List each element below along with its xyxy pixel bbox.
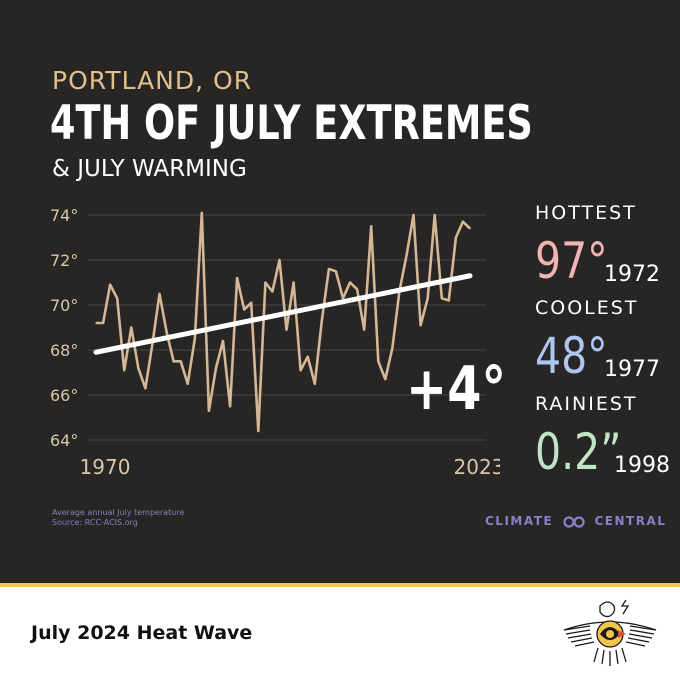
data-point (243, 308, 245, 311)
data-point (292, 281, 295, 284)
footer-title: July 2024 Heat Wave (31, 622, 253, 644)
data-point (455, 236, 457, 239)
y-tick-label: 68° (50, 341, 78, 360)
y-tick-label: 72° (50, 251, 78, 270)
climate-central-brand: CLIMATE CENTRAL (485, 514, 666, 528)
data-point (349, 281, 351, 284)
data-point (469, 227, 471, 230)
data-point (109, 283, 111, 286)
data-point (144, 387, 147, 390)
data-point (419, 324, 422, 327)
rainiest-value: 0.2” (535, 423, 622, 481)
data-point (285, 328, 288, 331)
data-point (377, 360, 380, 363)
data-point (172, 360, 175, 363)
warming-callout: +4° (406, 354, 507, 424)
rainiest-year: 1998 (614, 453, 670, 478)
gold-divider (0, 583, 680, 587)
data-point (356, 288, 358, 291)
data-point (335, 270, 337, 273)
thunderbird-logo-icon (563, 599, 657, 666)
data-point (130, 326, 133, 329)
data-point (342, 297, 344, 300)
data-point (158, 292, 161, 295)
data-point (384, 378, 387, 381)
x-tick-labels: 1970 2023 (80, 455, 500, 479)
data-point (123, 369, 126, 372)
data-point (208, 409, 210, 412)
data-point (313, 382, 316, 385)
temperature-chart: 64° 66° 68° 70° 72° 74° 1970 2023 (50, 206, 500, 479)
data-point (102, 322, 104, 324)
data-point (186, 382, 189, 385)
data-point (116, 297, 118, 300)
data-point (405, 254, 408, 257)
data-point (328, 268, 330, 270)
chart-note: Average annual July temperature (52, 508, 185, 517)
data-point (257, 430, 260, 432)
data-point (278, 259, 281, 261)
data-point (215, 367, 217, 369)
data-point (440, 297, 443, 300)
data-point (193, 337, 196, 340)
data-point (433, 214, 436, 216)
y-tick-label: 66° (50, 386, 78, 405)
data-point (165, 331, 168, 333)
data-point (236, 277, 238, 279)
data-point (412, 214, 415, 216)
hottest-value: 97° (535, 232, 608, 290)
y-tick-labels: 64° 66° 68° 70° 72° 74° (50, 206, 78, 450)
coolest-label: COOLEST (535, 297, 639, 319)
page-subtitle: & JULY WARMING (52, 156, 247, 182)
brand-rings-icon (563, 515, 585, 528)
series-points (95, 211, 471, 432)
trend-line (93, 273, 473, 355)
data-point (306, 355, 309, 358)
y-tick-label: 70° (50, 296, 78, 315)
y-tick-label: 64° (50, 431, 78, 450)
data-point (250, 301, 253, 304)
data-point (271, 290, 274, 293)
data-point (95, 322, 97, 324)
x-tick-label: 2023 (454, 455, 500, 479)
data-point (137, 367, 140, 369)
data-point (370, 225, 373, 228)
city-label: PORTLAND, OR (52, 66, 253, 95)
chart-source: Source: RCC-ACIS.org (52, 518, 138, 527)
data-point (222, 340, 224, 342)
x-tick-label: 1970 (80, 455, 131, 479)
data-point (229, 405, 231, 408)
data-point (299, 369, 302, 372)
rainiest-label: RAINIEST (535, 393, 638, 415)
coolest-value: 48° (535, 327, 608, 385)
y-tick-label: 74° (50, 206, 78, 225)
data-point (391, 346, 394, 349)
data-point (426, 297, 429, 300)
page-title: 4TH OF JULY EXTREMES (50, 96, 533, 151)
hottest-label: HOTTEST (535, 202, 637, 224)
data-point (201, 211, 203, 214)
coolest-year: 1977 (604, 357, 660, 382)
data-point (264, 281, 267, 284)
brand-word-right: CENTRAL (594, 514, 667, 528)
data-point (462, 220, 464, 223)
series-line (96, 211, 471, 433)
data-point (179, 360, 182, 363)
data-point (448, 299, 450, 302)
data-point (321, 319, 323, 322)
data-point (363, 328, 365, 331)
brand-word-left: CLIMATE (485, 514, 554, 528)
hottest-year: 1972 (604, 262, 660, 287)
